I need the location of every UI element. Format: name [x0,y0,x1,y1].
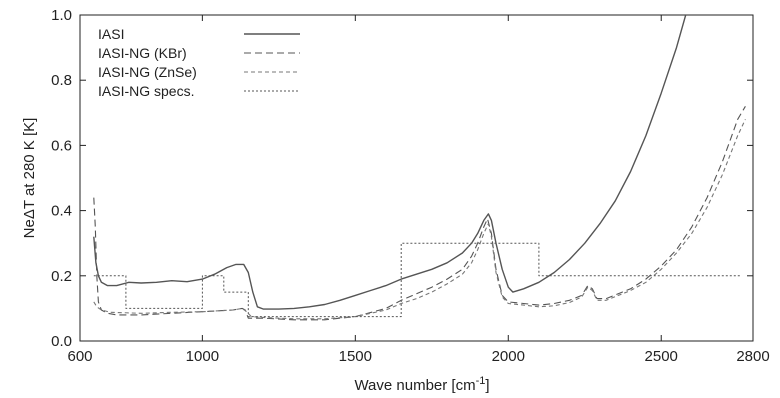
y-tick-label: 0.0 [51,333,72,350]
series-line-4 [93,242,741,318]
y-tick-label: 0.6 [51,137,72,154]
series-line-1 [93,15,687,310]
y-tick-label: 0.4 [51,203,72,220]
legend-label-1: IASI [98,26,124,42]
plot-frame [79,14,754,342]
x-axis-title-end: ] [485,377,489,394]
x-axis: 600 1000 1500 2000 2500 2800 [67,15,770,365]
y-tick-label: 0.8 [51,72,72,89]
plot-area [79,14,754,342]
x-tick-label: 1000 [186,348,219,365]
x-axis-title-main: Wave number [cm [354,377,475,394]
x-tick-label: 1500 [339,348,372,365]
x-tick-label: 2000 [492,348,525,365]
y-tick-label: 0.2 [51,268,72,285]
y-tick-label: 1.0 [51,7,72,24]
x-axis-title-superscript: -1 [476,375,486,387]
series-line-3 [93,119,746,320]
series-line-2 [93,106,746,321]
x-tick-label: 2800 [736,348,769,365]
x-tick-label: 2500 [645,348,678,365]
series-layer [93,15,746,321]
legend-label-4: IASI-NG specs. [98,83,194,99]
x-tick-label: 600 [67,348,92,365]
legend: IASI IASI-NG (KBr) IASI-NG (ZnSe) IASI-NG s… [98,26,300,99]
x-axis-title: Wave number [cm-1] [354,375,489,394]
y-axis: 0.0 0.2 0.4 0.6 0.8 1.0 [51,7,753,350]
legend-label-3: IASI-NG (ZnSe) [98,64,197,80]
y-axis-title: NeΔT at 280 K [K] [21,118,38,239]
legend-label-2: IASI-NG (KBr) [98,45,187,61]
